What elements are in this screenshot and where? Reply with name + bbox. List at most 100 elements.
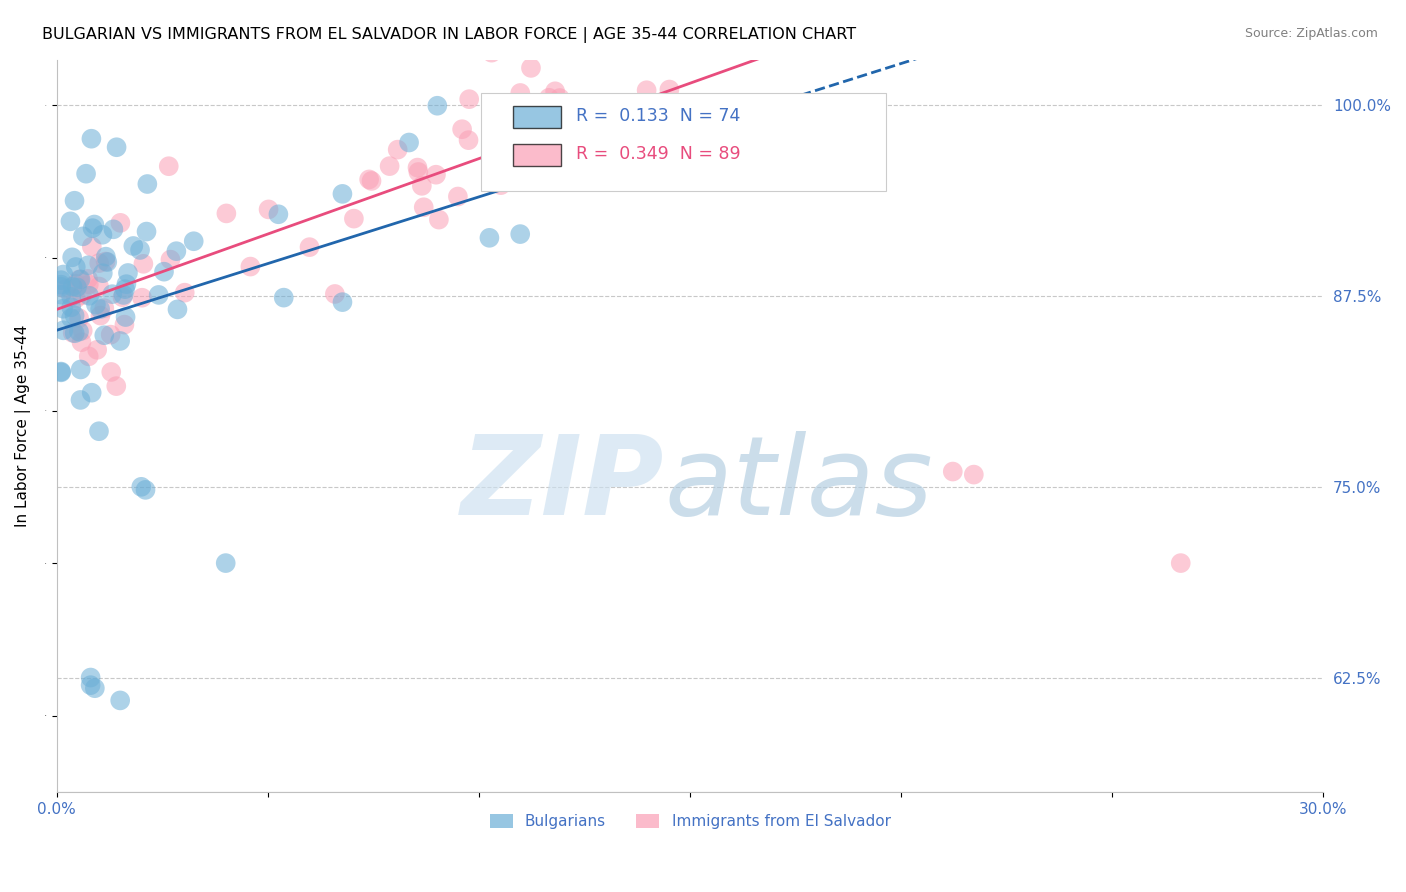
Point — [67, 272, 90, 286]
Point — [96, 255, 118, 269]
Point — [70, 288, 93, 302]
Point — [427, 212, 450, 227]
Point — [52, 323, 75, 337]
Point — [94, 250, 117, 264]
Point — [86, 343, 108, 357]
Point — [69, 392, 91, 407]
Point — [114, 310, 136, 324]
Point — [111, 290, 134, 304]
Point — [215, 556, 238, 570]
Point — [77, 289, 100, 303]
Point — [544, 84, 567, 98]
Point — [505, 106, 527, 120]
FancyBboxPatch shape — [513, 106, 561, 128]
Legend: Bulgarians, Immigrants from El Salvador: Bulgarians, Immigrants from El Salvador — [484, 808, 897, 836]
Point — [108, 334, 131, 348]
Point — [77, 349, 100, 363]
Point — [89, 301, 111, 316]
Point — [509, 227, 531, 241]
Point — [82, 221, 104, 235]
Point — [481, 45, 503, 60]
Point — [94, 254, 117, 268]
Point — [100, 365, 122, 379]
Point — [298, 240, 321, 254]
Point — [408, 165, 430, 179]
Point — [447, 189, 470, 203]
Point — [83, 681, 105, 696]
Point — [79, 678, 101, 692]
Point — [89, 256, 111, 270]
Point — [112, 318, 135, 332]
Point — [79, 671, 101, 685]
Point — [89, 309, 111, 323]
Point — [63, 326, 86, 341]
Point — [1170, 556, 1192, 570]
Point — [548, 91, 571, 105]
Point — [537, 91, 560, 105]
Point — [963, 467, 986, 482]
Point — [59, 311, 82, 326]
Point — [108, 693, 131, 707]
Point — [70, 335, 93, 350]
Point — [215, 206, 238, 220]
Point — [426, 99, 449, 113]
Point — [63, 194, 86, 208]
Point — [65, 277, 87, 291]
Point — [136, 177, 159, 191]
Point — [52, 268, 75, 282]
Point — [75, 167, 97, 181]
Point — [406, 161, 429, 175]
Point — [387, 143, 409, 157]
Text: ZIP: ZIP — [461, 431, 665, 538]
Point — [83, 218, 105, 232]
Point — [60, 300, 83, 314]
Point — [571, 21, 593, 35]
Text: R =  0.349  N = 89: R = 0.349 N = 89 — [576, 145, 741, 163]
Point — [77, 258, 100, 272]
Point — [765, 19, 787, 33]
Point — [398, 136, 420, 150]
Point — [869, 36, 891, 50]
Point — [66, 280, 89, 294]
Point — [67, 325, 90, 339]
Point — [173, 285, 195, 300]
Point — [49, 365, 72, 379]
Point — [60, 290, 83, 304]
Point — [117, 266, 139, 280]
Point — [343, 211, 366, 226]
Point — [558, 10, 581, 24]
Point — [87, 424, 110, 438]
Point — [69, 362, 91, 376]
Point — [239, 260, 262, 274]
Point — [412, 200, 434, 214]
Point — [411, 178, 433, 193]
Point — [457, 133, 479, 147]
Point — [451, 122, 474, 136]
Point — [112, 288, 135, 302]
Point — [49, 365, 72, 379]
Point — [360, 174, 382, 188]
Point — [531, 125, 554, 139]
Point — [478, 231, 501, 245]
Point — [93, 328, 115, 343]
Point — [115, 277, 138, 292]
Point — [332, 295, 354, 310]
Point — [159, 252, 181, 267]
Point — [105, 379, 128, 393]
Point — [87, 279, 110, 293]
Text: R =  0.133  N = 74: R = 0.133 N = 74 — [576, 107, 741, 125]
Point — [72, 324, 94, 338]
Text: BULGARIAN VS IMMIGRANTS FROM EL SALVADOR IN LABOR FORCE | AGE 35-44 CORRELATION : BULGARIAN VS IMMIGRANTS FROM EL SALVADOR… — [42, 27, 856, 43]
Point — [165, 244, 187, 259]
FancyBboxPatch shape — [481, 93, 886, 192]
Point — [942, 465, 965, 479]
Point — [157, 159, 180, 173]
FancyBboxPatch shape — [513, 144, 561, 166]
Point — [80, 132, 103, 146]
Point — [101, 287, 124, 301]
Point — [72, 229, 94, 244]
Y-axis label: In Labor Force | Age 35-44: In Labor Force | Age 35-44 — [15, 325, 31, 527]
Point — [80, 239, 103, 253]
Point — [425, 168, 447, 182]
Point — [62, 326, 84, 340]
